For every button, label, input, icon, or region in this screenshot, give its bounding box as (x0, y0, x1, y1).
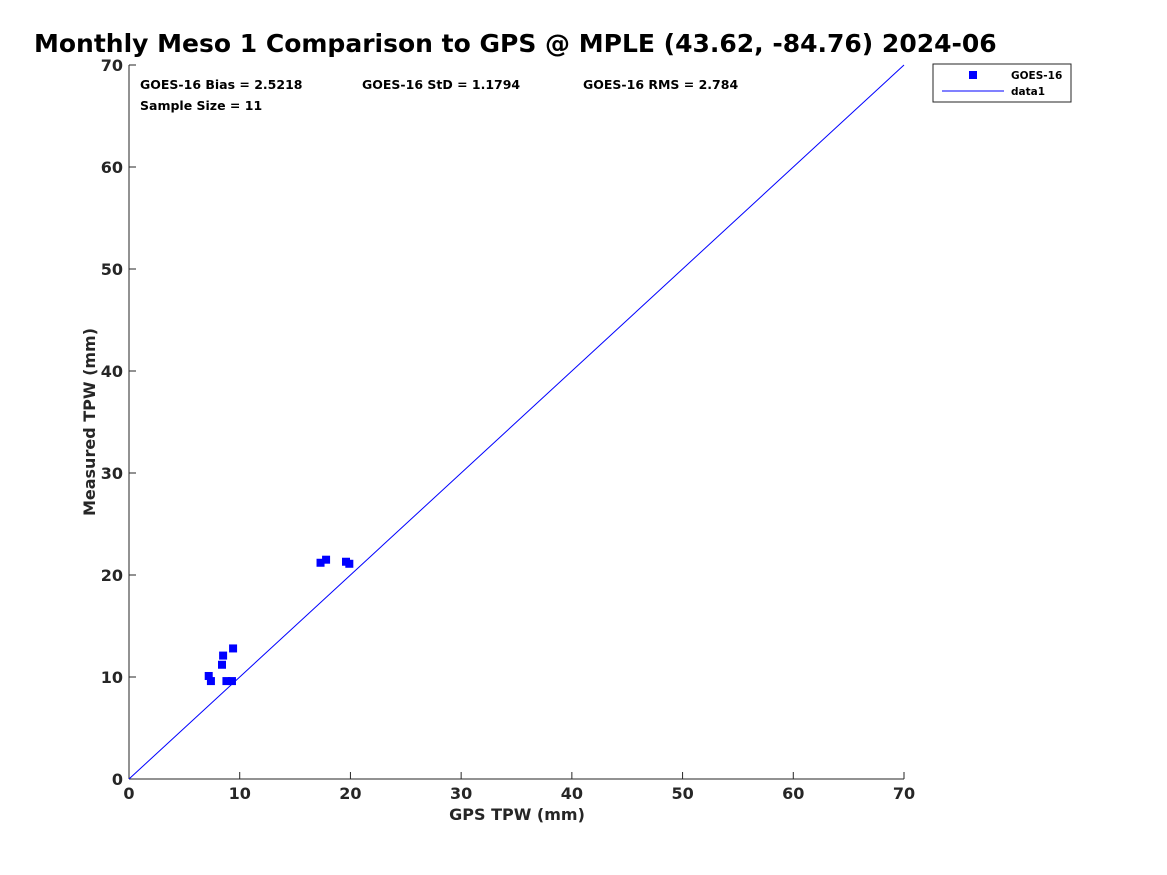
y-tick-label: 30 (101, 464, 123, 483)
legend: GOES-16 data1 (932, 63, 1072, 103)
legend-box (932, 63, 1072, 103)
data-point (219, 651, 228, 660)
y-axis-label: Measured TPW (mm) (80, 328, 99, 516)
y-axis-ticks: 0 10 20 30 40 50 60 70 (101, 56, 136, 789)
x-axis-ticks: 0 10 20 30 40 50 60 70 (123, 772, 915, 803)
stat-bias: GOES-16 Bias = 2.5218 (140, 77, 302, 92)
data-point (206, 677, 215, 686)
y-tick-label: 10 (101, 668, 123, 687)
x-tick-label: 40 (561, 784, 583, 803)
stat-sample-size: Sample Size = 11 (140, 98, 262, 113)
y-tick-label: 70 (101, 56, 123, 75)
y-tick-label: 60 (101, 158, 123, 177)
legend-label-goes16: GOES-16 (1011, 70, 1062, 82)
data-point (345, 559, 354, 568)
stat-std: GOES-16 StD = 1.1794 (362, 77, 520, 92)
data-point (322, 555, 331, 564)
y-tick-label: 20 (101, 566, 123, 585)
data-point (316, 558, 325, 567)
x-tick-label: 20 (339, 784, 361, 803)
chart-title: Monthly Meso 1 Comparison to GPS @ MPLE … (34, 29, 997, 58)
x-tick-label: 0 (123, 784, 134, 803)
series-line-data1 (128, 64, 905, 780)
plot-area: 0 10 20 30 40 50 60 70 0 10 20 30 40 50 60 70 (101, 56, 915, 803)
data-point (222, 677, 231, 686)
data-point (218, 660, 226, 669)
x-tick-label: 70 (893, 784, 915, 803)
x-tick-label: 30 (450, 784, 472, 803)
series-lines (128, 64, 905, 780)
legend-marker-square (969, 71, 977, 79)
data-point (204, 671, 213, 680)
series-points (204, 555, 354, 686)
x-tick-label: 50 (671, 784, 693, 803)
legend-label-data1: data1 (1011, 86, 1045, 98)
data-point (229, 644, 238, 653)
y-tick-label: 50 (101, 260, 123, 279)
y-tick-label: 0 (112, 770, 123, 789)
y-tick-label: 40 (101, 362, 123, 381)
data-point (227, 677, 236, 686)
x-axis-label: GPS TPW (mm) (449, 805, 585, 824)
stat-rms: GOES-16 RMS = 2.784 (583, 77, 738, 92)
x-tick-label: 60 (782, 784, 804, 803)
x-tick-label: 10 (229, 784, 251, 803)
